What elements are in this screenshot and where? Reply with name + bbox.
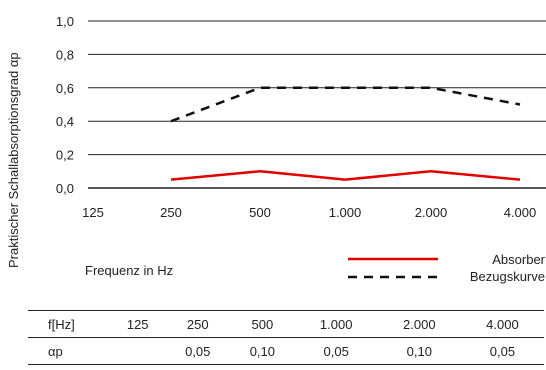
table-header-row: f[Hz] 125 250 500 1.000 2.000 4.000	[28, 310, 544, 338]
series-lines	[170, 86, 521, 181]
y-tick-labels: 0,0 0,2 0,4 0,6 0,8 1,0	[56, 14, 74, 196]
absorption-chart: 0,0 0,2 0,4 0,6 0,8 1,0 125 250 500 1.000 2.000 4.…	[6, 14, 546, 284]
table-cell: 500	[230, 310, 295, 338]
table-cell	[110, 337, 166, 365]
x-tick-label: 4.000	[504, 205, 537, 220]
table-cell: 0,05	[460, 337, 544, 365]
table-row: αp 0,05 0,10 0,05 0,10 0,05	[28, 337, 544, 365]
x-axis-label: Frequenz in Hz	[85, 263, 173, 278]
x-tick-label: 1.000	[329, 205, 362, 220]
y-tick-label: 0,4	[56, 114, 74, 129]
table-cell: 0,05	[294, 337, 378, 365]
legend-label-bezugskurve: Bezugskurve	[470, 269, 545, 284]
table-cell: 125	[110, 310, 166, 338]
grid-lines	[88, 20, 546, 189]
x-tick-label: 500	[249, 205, 271, 220]
table-cell: 0,10	[230, 337, 295, 365]
legend: Absorber Bezugskurve	[348, 252, 546, 284]
x-tick-label: 2.000	[415, 205, 448, 220]
table-cell: 1.000	[294, 310, 378, 338]
y-tick-label: 1,0	[56, 14, 74, 29]
table-cell: f[Hz]	[28, 310, 110, 338]
legend-label-absorber: Absorber	[492, 252, 545, 267]
y-axis-label: Praktischer Schallabsorptionsgrad αp	[6, 52, 21, 268]
table-cell: 250	[165, 310, 231, 338]
table-cell: 0,10	[377, 337, 461, 365]
y-tick-label: 0,6	[56, 81, 74, 96]
x-tick-label: 125	[82, 205, 104, 220]
table-cell: 4.000	[460, 310, 544, 338]
x-tick-label: 250	[160, 205, 182, 220]
table-cell: 2.000	[377, 310, 461, 338]
series-line-absorber	[170, 170, 521, 181]
y-tick-label: 0,0	[56, 181, 74, 196]
values-table: f[Hz] 125 250 500 1.000 2.000 4.000 αp 0…	[28, 310, 544, 365]
table-cell: 0,05	[165, 337, 231, 365]
series-line-bezugskurve	[170, 86, 521, 123]
y-tick-label: 0,8	[56, 47, 74, 62]
table-cell: αp	[28, 337, 110, 365]
y-tick-label: 0,2	[56, 148, 74, 163]
x-tick-labels: 125 250 500 1.000 2.000 4.000	[82, 205, 536, 220]
